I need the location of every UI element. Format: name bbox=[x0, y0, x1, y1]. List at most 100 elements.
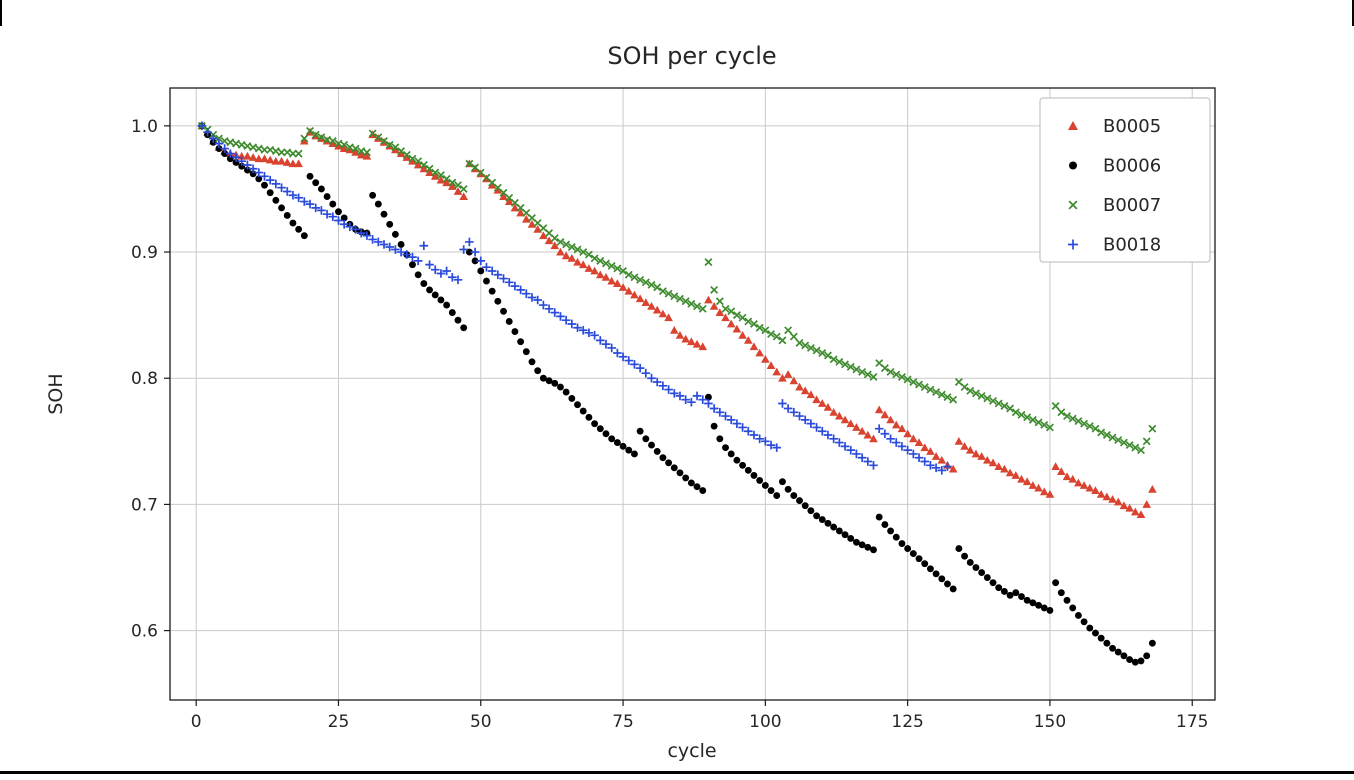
data-point-marker bbox=[1006, 404, 1015, 413]
data-point-marker bbox=[772, 332, 781, 341]
data-point-marker bbox=[329, 200, 337, 208]
data-point-marker bbox=[595, 270, 605, 279]
data-point-marker bbox=[732, 311, 741, 320]
data-point-marker bbox=[1074, 612, 1082, 619]
data-point-marker bbox=[766, 361, 776, 370]
y-tick-label: 0.9 bbox=[131, 243, 158, 263]
data-point-marker bbox=[1035, 601, 1042, 609]
data-point-marker bbox=[818, 349, 827, 357]
data-point-marker bbox=[295, 225, 303, 233]
data-point-marker bbox=[391, 143, 400, 152]
data-point-marker bbox=[1068, 121, 1078, 130]
data-point-marker bbox=[214, 139, 224, 148]
data-point-marker bbox=[647, 302, 656, 310]
data-point-marker bbox=[704, 399, 713, 408]
data-point-marker bbox=[1080, 419, 1089, 428]
data-point-marker bbox=[510, 281, 520, 291]
data-point-marker bbox=[1091, 424, 1100, 433]
data-point-marker bbox=[317, 133, 326, 142]
data-point-marker bbox=[402, 250, 412, 259]
data-point-marker bbox=[453, 187, 463, 195]
data-point-marker bbox=[812, 346, 821, 355]
data-point-marker bbox=[874, 405, 884, 414]
data-point-marker bbox=[420, 280, 428, 288]
data-point-marker bbox=[374, 237, 383, 247]
data-point-marker bbox=[550, 234, 559, 243]
data-point-marker bbox=[738, 423, 747, 432]
data-point-marker bbox=[351, 144, 360, 153]
x-tick-label: 75 bbox=[612, 712, 634, 732]
data-point-marker bbox=[402, 150, 411, 159]
data-point-marker bbox=[886, 415, 895, 424]
data-point-marker bbox=[385, 140, 394, 149]
data-point-marker bbox=[994, 399, 1003, 408]
data-point-marker bbox=[750, 320, 758, 328]
data-point-marker bbox=[533, 295, 542, 305]
data-point-marker bbox=[601, 272, 611, 281]
data-point-marker bbox=[829, 355, 838, 364]
data-point-marker bbox=[454, 181, 462, 190]
data-point-marker bbox=[709, 404, 719, 413]
data-point-marker bbox=[527, 293, 537, 302]
data-point-marker bbox=[880, 429, 890, 439]
data-point-marker bbox=[300, 232, 308, 240]
data-point-marker bbox=[687, 397, 696, 407]
data-point-marker bbox=[282, 158, 292, 166]
data-point-marker bbox=[248, 153, 258, 161]
data-point-marker bbox=[682, 474, 690, 482]
data-point-marker bbox=[887, 527, 895, 535]
data-point-marker bbox=[431, 291, 439, 299]
data-point-marker bbox=[1108, 495, 1117, 503]
data-point-marker bbox=[483, 277, 490, 285]
data-point-marker bbox=[914, 453, 924, 463]
data-point-marker bbox=[408, 156, 417, 165]
data-point-marker bbox=[1063, 596, 1071, 604]
data-point-marker bbox=[328, 137, 337, 145]
data-point-marker bbox=[891, 438, 901, 447]
data-point-marker bbox=[562, 240, 571, 249]
data-point-marker bbox=[715, 407, 725, 417]
data-point-marker bbox=[840, 415, 850, 424]
data-point-marker bbox=[448, 309, 456, 317]
data-point-marker bbox=[379, 240, 389, 249]
y-tick-label: 0.7 bbox=[131, 495, 158, 515]
data-point-marker bbox=[1022, 477, 1032, 486]
data-point-marker bbox=[806, 343, 815, 352]
data-point-marker bbox=[1096, 490, 1106, 498]
y-tick-label: 0.8 bbox=[131, 369, 158, 389]
data-point-marker bbox=[915, 380, 923, 389]
data-point-marker bbox=[869, 460, 878, 470]
x-tick-label: 50 bbox=[470, 712, 492, 732]
data-point-marker bbox=[897, 373, 906, 381]
data-point-marker bbox=[710, 285, 719, 294]
data-point-marker bbox=[630, 360, 639, 369]
data-point-marker bbox=[749, 342, 759, 351]
data-point-marker bbox=[653, 283, 662, 292]
data-point-marker bbox=[1131, 507, 1140, 516]
data-point-marker bbox=[921, 560, 929, 568]
data-point-marker bbox=[430, 265, 440, 275]
data-point-marker bbox=[1103, 639, 1111, 647]
data-point-marker bbox=[1028, 415, 1037, 424]
data-point-marker bbox=[1034, 418, 1043, 427]
data-point-marker bbox=[579, 407, 587, 415]
data-point-marker bbox=[419, 164, 429, 173]
data-point-marker bbox=[460, 324, 468, 332]
data-point-marker bbox=[488, 287, 496, 295]
data-point-marker bbox=[812, 423, 821, 432]
data-point-marker bbox=[932, 388, 941, 397]
data-point-marker bbox=[619, 442, 627, 450]
data-point-marker bbox=[294, 149, 303, 158]
data-point-marker bbox=[517, 338, 525, 346]
data-point-marker bbox=[266, 189, 274, 197]
data-point-marker bbox=[579, 248, 588, 256]
data-point-marker bbox=[698, 304, 707, 313]
data-point-marker bbox=[954, 437, 964, 445]
data-point-marker bbox=[789, 407, 799, 417]
data-point-marker bbox=[744, 317, 753, 326]
data-point-marker bbox=[761, 482, 769, 489]
data-point-marker bbox=[1068, 200, 1078, 210]
data-point-marker bbox=[840, 442, 850, 451]
data-point-marker bbox=[312, 179, 320, 187]
data-point-marker bbox=[784, 326, 793, 335]
